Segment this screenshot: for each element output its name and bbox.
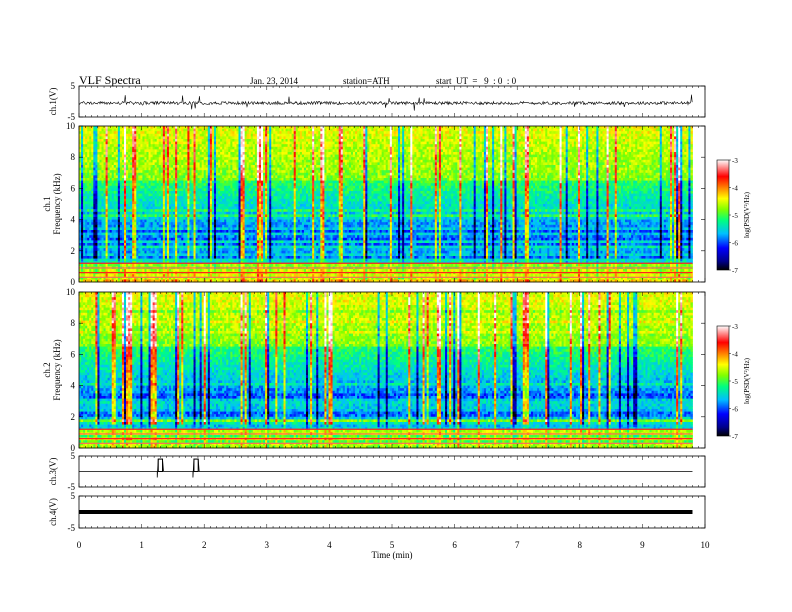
x-tick-label: 1 [139, 540, 144, 550]
ch1-spectrogram-ytick-label: 0 [71, 277, 76, 287]
ch1-spectrogram-ytick-label: 6 [71, 183, 76, 193]
ch2-spectrogram-colorbar-tick-label: -5 [732, 378, 738, 386]
ch4-waveform-ylabel: ch.4(V) [48, 498, 58, 526]
ch1-waveform-ylabel: ch.1(V) [48, 88, 58, 116]
x-tick-label: 4 [327, 540, 332, 550]
ch1-spectrogram-colorbar [717, 160, 729, 270]
ch1-spectrogram-colorbar-tick-label: -3 [732, 157, 738, 165]
ch1-spectrogram-ylabel-units: Frequency (kHz) [52, 173, 62, 234]
x-tick-label: 3 [265, 540, 270, 550]
ch4-waveform-ytick-label: -5 [68, 523, 76, 533]
x-tick-label: 9 [640, 540, 645, 550]
x-tick-label: 0 [77, 540, 82, 550]
ch2-spectrogram-ytick-label: 2 [71, 412, 76, 422]
ch3-waveform-ytick-label: 5 [71, 451, 76, 461]
ch2-spectrogram-colorbar-tick-label: -3 [732, 323, 738, 331]
ch3-waveform-pulse [158, 459, 162, 471]
x-tick-label: 5 [390, 540, 395, 550]
x-axis-label: Time (min) [372, 550, 413, 560]
ch1-waveform-frame [79, 86, 705, 117]
ch2-spectrogram-ytick-label: 6 [71, 349, 76, 359]
ch2-spectrogram-image [79, 292, 693, 448]
ch1-spectrogram-ytick-label: 10 [66, 121, 76, 131]
ch2-spectrogram-ytick-label: 4 [71, 381, 76, 391]
ch2-spectrogram-ytick-label: 10 [66, 287, 76, 297]
ch1-spectrogram-ytick-label: 2 [71, 246, 76, 256]
ch1-spectrogram-colorbar-tick-label: -5 [732, 212, 738, 220]
ch2-spectrogram-ylabel: ch.2 [42, 362, 52, 377]
ch2-spectrogram-colorbar [717, 326, 729, 436]
ch1-waveform-trace [79, 95, 692, 111]
ch2-spectrogram-colorbar-tick-label: -6 [732, 406, 738, 414]
x-tick-label: 10 [701, 540, 711, 550]
x-tick-label: 2 [202, 540, 207, 550]
ch1-spectrogram-ytick-label: 4 [71, 215, 76, 225]
ch2-spectrogram-colorbar-tick-label: -4 [732, 351, 738, 359]
ch2-spectrogram-colorbar-label: log(PSD(V²/Hz) [743, 357, 751, 404]
ch3-waveform-ylabel: ch.3(V) [48, 458, 58, 486]
ch2-spectrogram-ytick-label: 8 [71, 318, 76, 328]
ch2-spectrogram-colorbar-tick-label: -7 [732, 433, 738, 441]
ch2-spectrogram-ylabel-units: Frequency (kHz) [52, 339, 62, 400]
ch1-spectrogram-colorbar-tick-label: -7 [732, 267, 738, 275]
ch1-spectrogram-colorbar-label: log(PSD(V²/Hz) [743, 191, 751, 238]
x-tick-label: 8 [578, 540, 583, 550]
ch4-waveform-ytick-label: 5 [71, 491, 76, 501]
ch3-waveform-trace [79, 459, 692, 477]
x-tick-label: 6 [452, 540, 457, 550]
ch1-spectrogram-colorbar-tick-label: -4 [732, 185, 738, 193]
ch1-spectrogram-ytick-label: 8 [71, 152, 76, 162]
ch3-waveform-pulse [194, 459, 198, 471]
ch1-waveform-ytick-label: 5 [71, 81, 76, 91]
ch1-spectrogram-image [79, 126, 693, 282]
ch1-spectrogram-colorbar-tick-label: -6 [732, 240, 738, 248]
ch1-spectrogram-ylabel: ch.1 [42, 196, 52, 211]
x-tick-label: 7 [515, 540, 520, 550]
